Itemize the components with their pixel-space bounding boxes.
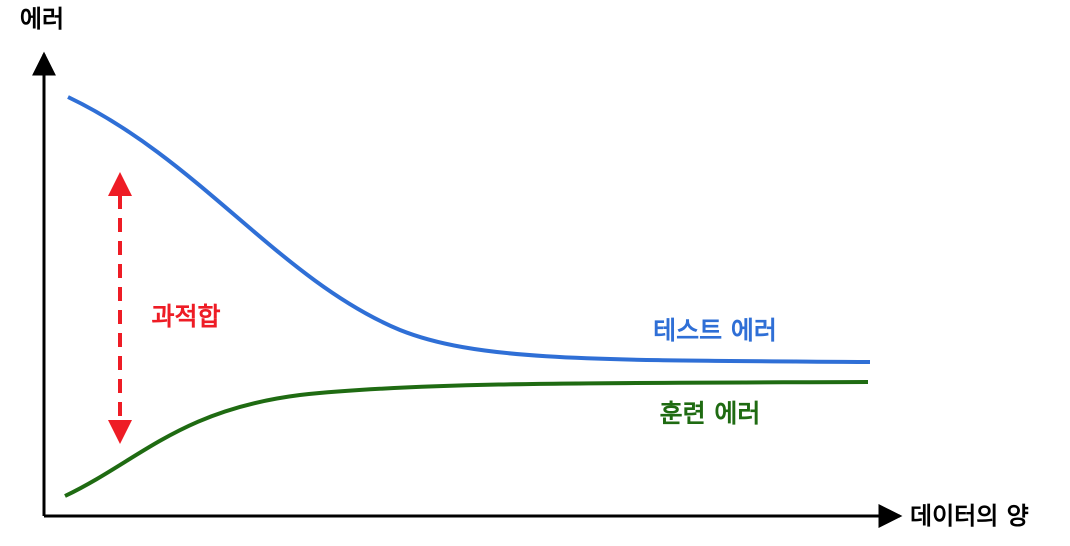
y-axis-label: 에러 [20,5,64,33]
overfit-label: 과적합 [151,302,220,331]
train-error-label: 훈련 에러 [660,399,761,428]
train-error-curve [64,380,869,498]
overfit-arrow-head-top [108,172,132,196]
x-axis-label: 데이터의 양 [910,502,1029,530]
test-error-curve [67,95,871,364]
overfit-arrow-head-bottom [108,420,132,444]
test-error-label: 테스트 에러 [653,316,777,345]
